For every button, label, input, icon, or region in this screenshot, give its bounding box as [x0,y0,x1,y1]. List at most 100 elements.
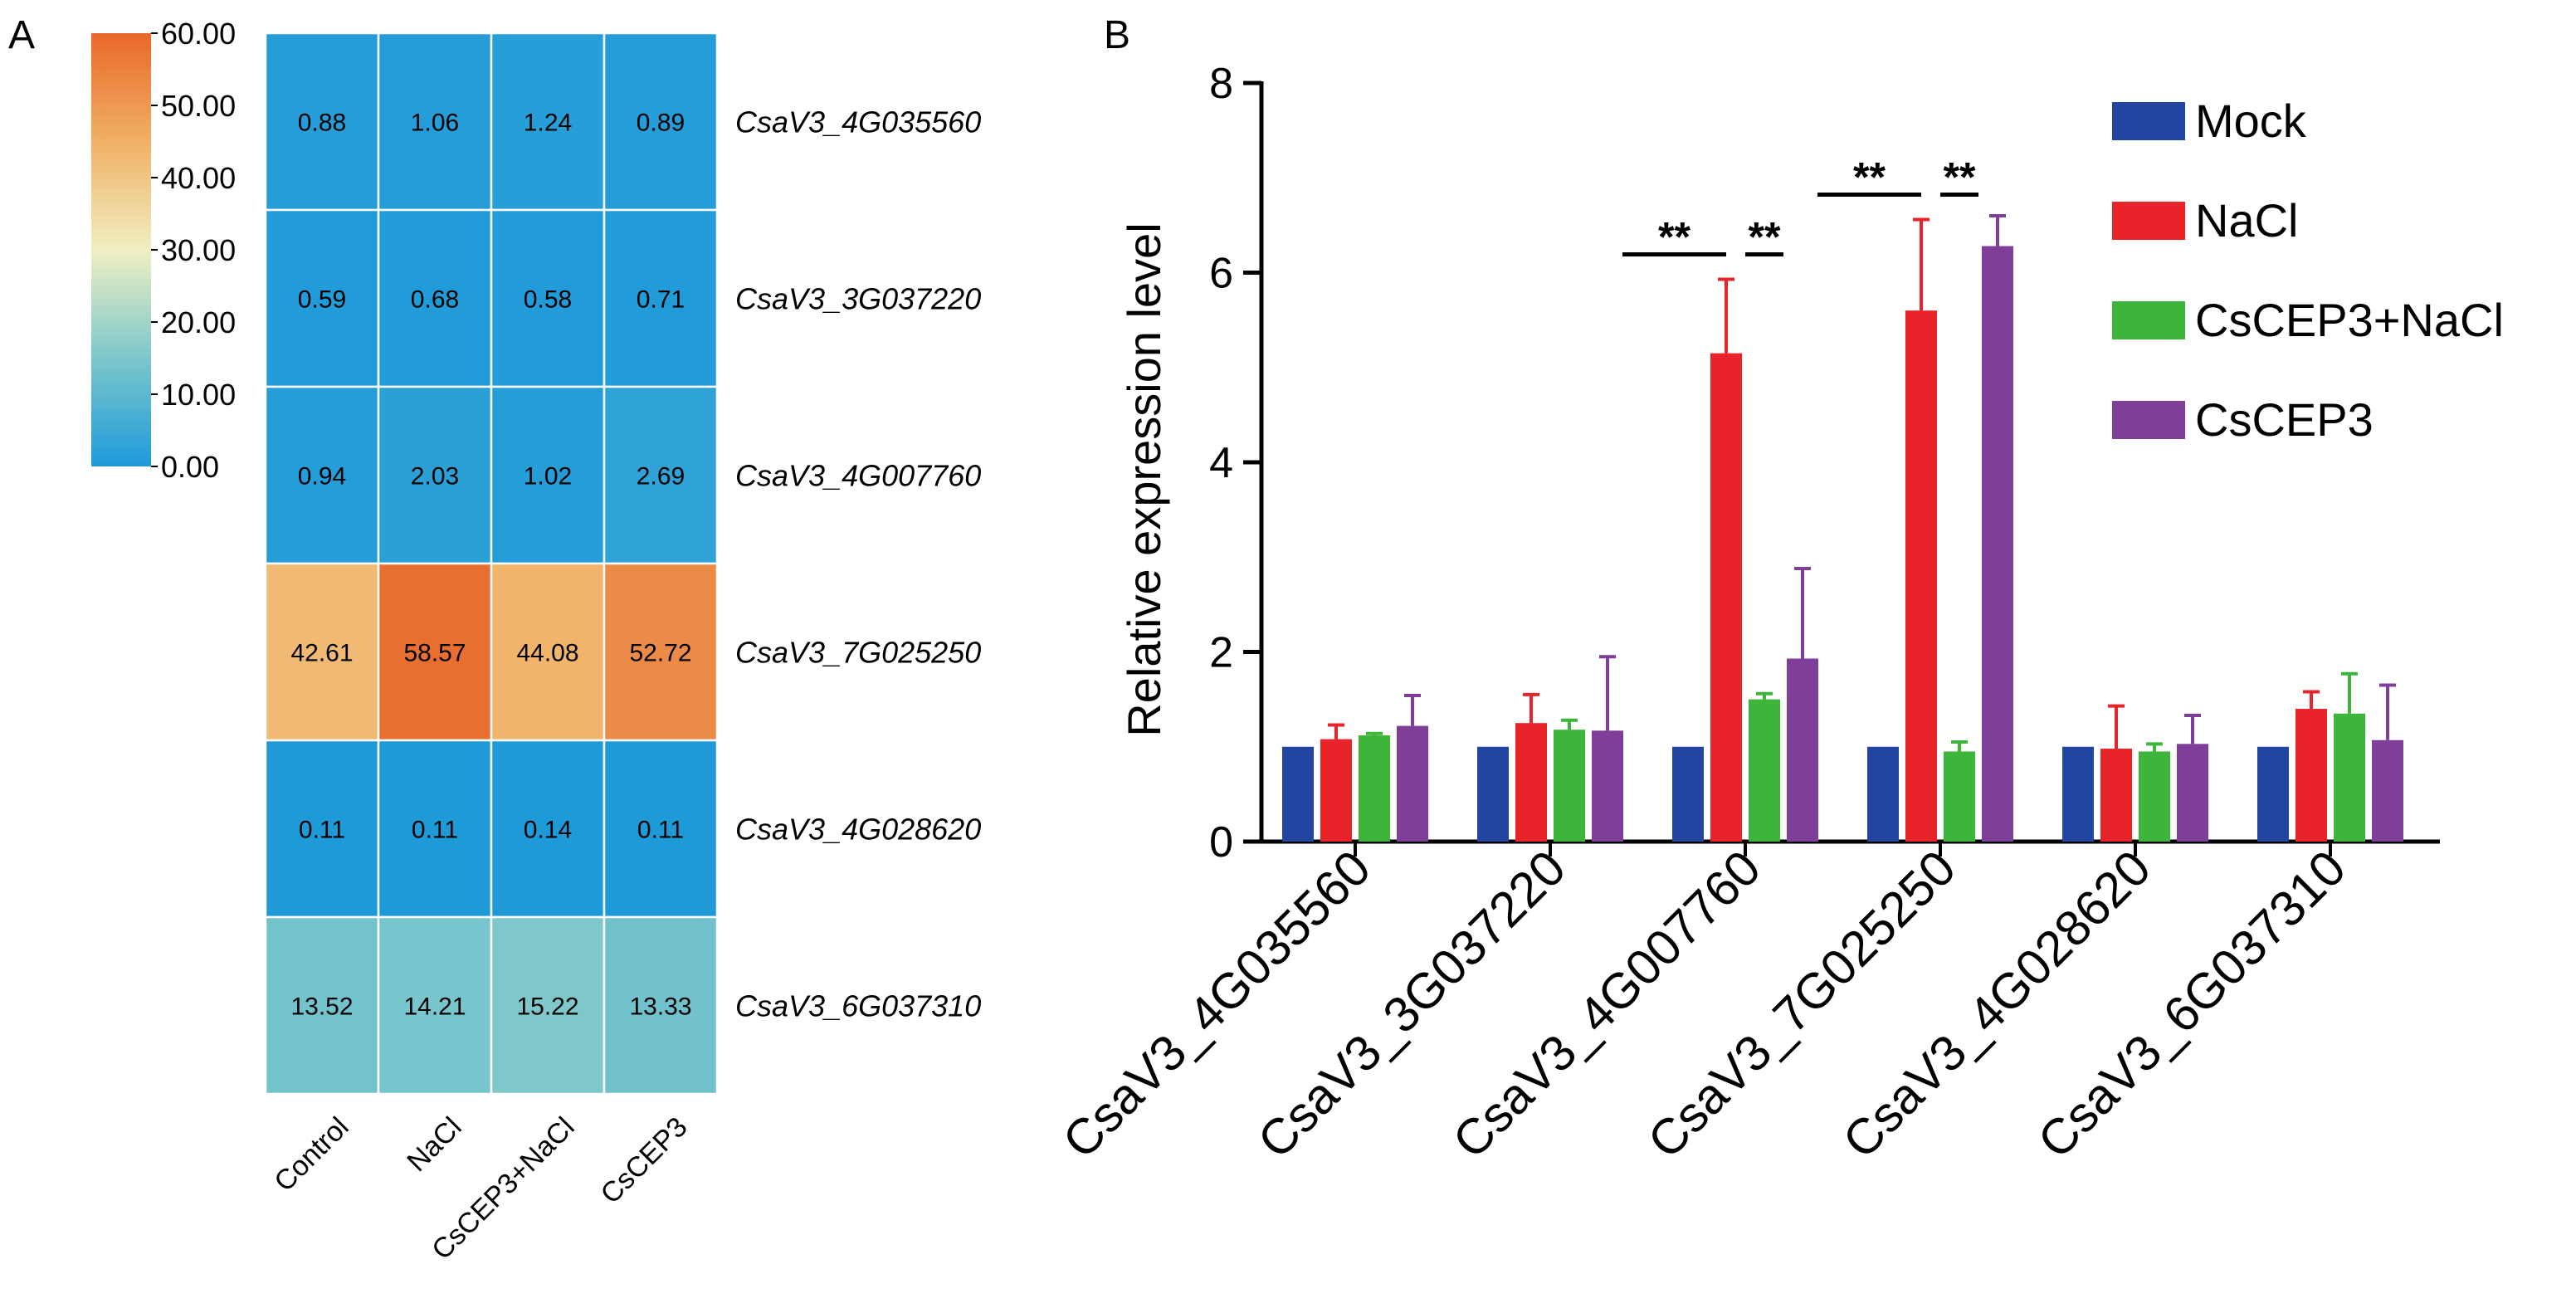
legend-swatch [2112,301,2185,339]
heatmap-cell [377,915,493,1096]
heatmap-cell-value: 0.88 [298,110,346,137]
y-tick-label: 0 [1209,818,1233,866]
heatmap-cell-value: 15.22 [516,993,578,1021]
bar [1554,730,1585,842]
bar [1397,725,1428,842]
heatmap-cell-value: 1.24 [524,110,572,137]
heatmap-row-label: CsaV3_4G035560 [735,105,981,139]
colorbar-tick-label: 20.00 [161,305,236,339]
heatmap-cell-value: 0.59 [298,286,346,314]
heatmap-cell-value: 42.61 [290,640,353,667]
heatmap-row-label: CsaV3_3G037220 [735,282,981,316]
colorbar-tick-label: 10.00 [161,378,236,412]
bar [2372,739,2403,842]
bar [1320,739,1352,842]
legend-label: Mock [2195,95,2307,147]
bar [2100,749,2132,842]
heatmap-cell-value: 14.21 [403,993,466,1021]
bar [1944,751,1975,842]
y-tick-label: 8 [1209,60,1233,108]
bar-marks [1282,213,2403,842]
colorbar-tick-label: 30.00 [161,233,236,267]
significance-label: ** [1749,213,1781,260]
heatmap-cell-value: 1.02 [524,463,572,491]
legend-swatch [2112,202,2185,240]
heatmap-cell [603,32,719,212]
legend: Mock NaCl CsCEP3+NaCl CsCEP3 [2112,95,2504,446]
heatmap-column-label: NaCl [401,1111,467,1178]
bar [2257,746,2289,842]
bar [2334,713,2365,842]
legend-label: CsCEP3 [2195,393,2374,446]
heatmap-cells: 0.88 1.06 1.24 0.89 0.59 0.68 0.58 0.71 0.94 2.03… [264,32,719,1096]
heatmap-cell [490,915,606,1096]
bar [1477,746,1509,842]
y-tick-label: 6 [1209,250,1233,298]
colorbar-tick-label: 50.00 [161,89,236,123]
heatmap-panel: A 60.00 50.00 40.00 30.00 20.00 10.00 0.00 0.8… [8,13,981,1266]
heatmap-cell-value: 0.71 [637,286,685,314]
heatmap-cell-value: 44.08 [516,640,578,667]
colorbar-ticks: 60.00 50.00 40.00 30.00 20.00 10.00 0.00 [151,17,236,484]
legend-swatch [2112,102,2185,140]
heatmap-cell [490,32,606,212]
bar [1867,746,1899,842]
heatmap-cell [603,562,719,742]
colorbar-tick-label: 40.00 [161,161,236,195]
heatmap-cell-value: 13.52 [290,993,353,1021]
heatmap-row-label: CsaV3_4G007760 [735,459,981,493]
heatmap-cell [264,739,380,919]
bar [1359,735,1390,842]
heatmap-cell-value: 0.11 [299,817,345,844]
heatmap-cell-value: 0.94 [298,463,346,491]
heatmap-cell-value: 0.58 [524,286,572,314]
heatmap-cell [603,208,719,388]
y-tick-label: 4 [1209,439,1233,487]
bar [2177,744,2208,842]
heatmap-row-label: CsaV3_4G028620 [735,813,981,847]
y-axis-label: Relative expression level [1118,222,1170,736]
heatmap-cell-value: 13.33 [629,993,691,1021]
colorbar-tick-label: 0.00 [161,450,219,484]
bar [1672,746,1704,842]
heatmap-cell [490,562,606,742]
heatmap-column-label: CsCEP3 [595,1111,694,1210]
significance-label: ** [1658,213,1690,260]
heatmap-cell-value: 0.89 [637,110,685,137]
bar [1905,310,1937,842]
heatmap-cell [264,208,380,388]
bar [1749,699,1780,842]
heatmap-row-label: CsaV3_7G025250 [735,636,981,670]
colorbar-tick-label: 60.00 [161,17,236,51]
significance-label: ** [1853,154,1886,201]
heatmap-cell-value: 0.68 [411,286,459,314]
bar [1282,746,1314,842]
bar [1515,723,1547,842]
panel-label-a: A [8,13,35,57]
legend-label: NaCl [2195,194,2298,246]
heatmap-cell-value: 2.03 [411,463,459,491]
y-tick-label: 2 [1209,629,1233,677]
significance-label: ** [1944,154,1976,201]
heatmap-cell [490,385,606,565]
bar [1710,353,1742,842]
bar [2139,751,2170,842]
heatmap-cell [377,32,493,212]
legend-label: CsCEP3+NaCl [2195,294,2504,346]
heatmap-cell-value: 2.69 [637,463,685,491]
heatmap-cell [264,562,380,742]
bar [2062,746,2094,842]
heatmap-row-label: CsaV3_6G037310 [735,989,981,1023]
legend-swatch [2112,401,2185,439]
heatmap-cell-value: 52.72 [629,640,691,667]
heatmap-cell [490,739,606,919]
heatmap-cell [603,385,719,565]
bar [2295,709,2327,842]
heatmap-cell [603,739,719,919]
heatmap-cell-value: 0.14 [524,817,572,844]
heatmap-cell [377,208,493,388]
bar [1592,730,1623,842]
